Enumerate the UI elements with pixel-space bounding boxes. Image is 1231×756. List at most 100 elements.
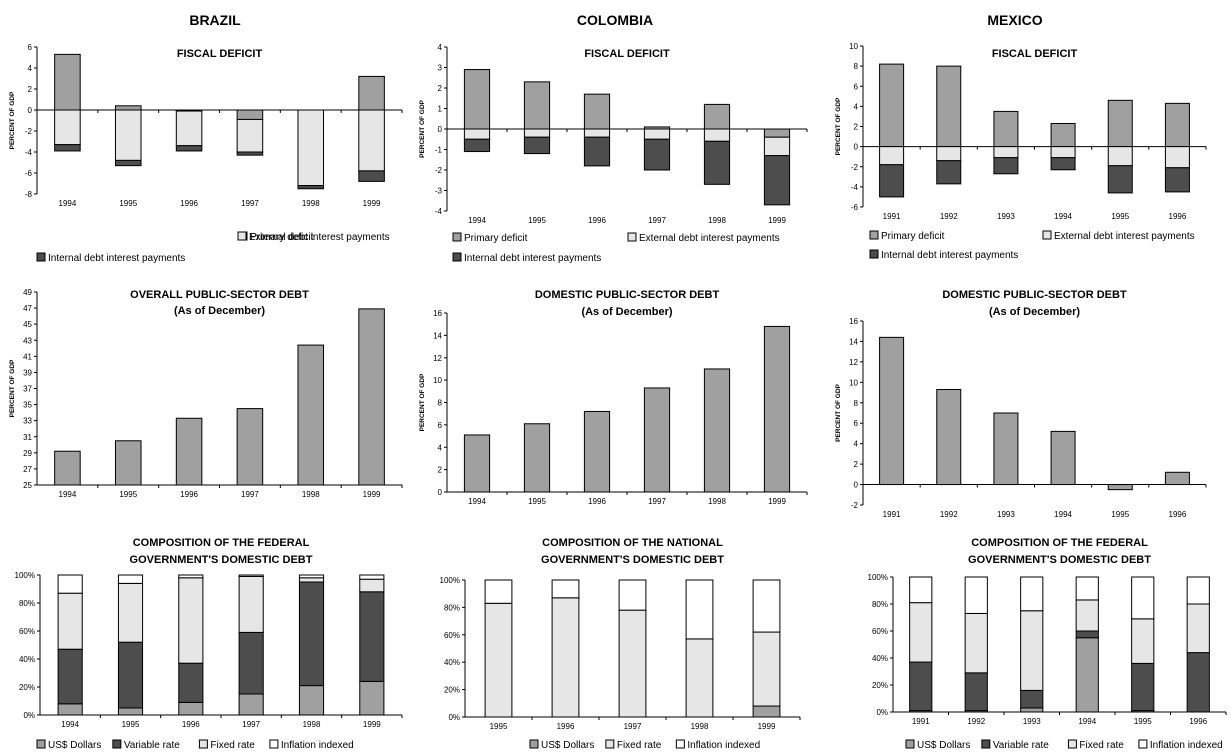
bar-debt bbox=[703, 368, 731, 493]
bar-external-interest bbox=[643, 128, 671, 140]
bar-debt bbox=[993, 412, 1019, 486]
y-tick-label: 2 bbox=[28, 85, 33, 94]
bar-debt bbox=[583, 410, 611, 493]
legend-swatch bbox=[869, 230, 879, 240]
bar-inflation-indexed bbox=[1020, 576, 1044, 612]
bar-fixed-rate bbox=[1075, 599, 1099, 632]
y-tick-label: 4 bbox=[854, 102, 859, 111]
x-tick-label: 1995 bbox=[528, 497, 546, 506]
y-tick-label: 1 bbox=[438, 105, 443, 114]
y-tick-label: 2 bbox=[854, 123, 859, 132]
y-tick-label: -4 bbox=[435, 207, 443, 216]
legend-swatch bbox=[269, 739, 279, 749]
bar-inflation-indexed bbox=[484, 579, 513, 604]
bar-inflation-indexed bbox=[298, 574, 325, 579]
country-title-colombia: COLOMBIA bbox=[576, 12, 654, 28]
legend-label: Fixed rate bbox=[210, 740, 255, 751]
y-tick-label: 4 bbox=[438, 443, 443, 452]
y-tick-label: 39 bbox=[23, 368, 32, 377]
legend-swatch bbox=[869, 249, 879, 259]
bar-primary-deficit bbox=[358, 75, 385, 111]
legend-label: Primary deficit bbox=[881, 231, 945, 242]
bar-variable-rate bbox=[1186, 652, 1210, 713]
legend-swatch bbox=[627, 232, 637, 242]
x-tick-label: 1999 bbox=[363, 490, 381, 499]
y-tick-label: 33 bbox=[23, 417, 32, 426]
legend-label: Variable rate bbox=[124, 740, 180, 751]
y-tick-label: -4 bbox=[851, 183, 859, 192]
y-tick-label: 10 bbox=[433, 376, 442, 385]
chart-co_comp: COMPOSITION OF THE NATIONAL GOVERNMENT'S … bbox=[440, 537, 801, 751]
y-tick-label: 49 bbox=[23, 288, 32, 297]
x-tick-label: 1995 bbox=[1111, 212, 1129, 221]
y-tick-label: 2 bbox=[438, 84, 443, 93]
bar-internal-interest bbox=[583, 136, 611, 167]
bar-primary-deficit bbox=[879, 63, 905, 148]
legend-swatch bbox=[36, 252, 46, 262]
y-tick-label: 2 bbox=[854, 460, 859, 469]
bar-fixed-rate bbox=[484, 602, 513, 718]
y-tick-label: -1 bbox=[435, 146, 443, 155]
bar-primary-deficit bbox=[703, 103, 731, 130]
bar-fixed-rate bbox=[298, 577, 325, 583]
x-tick-label: 1991 bbox=[883, 212, 901, 221]
y-tick-label: 0% bbox=[23, 711, 35, 720]
y-tick-label: 0 bbox=[854, 143, 859, 152]
x-tick-label: 1992 bbox=[967, 717, 985, 726]
x-tick-label: 1997 bbox=[648, 497, 666, 506]
bar-primary-deficit bbox=[936, 65, 962, 148]
legend-label: Variable rate bbox=[993, 740, 1049, 751]
y-tick-label: 27 bbox=[23, 465, 32, 474]
x-tick-label: 1996 bbox=[1169, 510, 1187, 519]
bar-external-interest bbox=[175, 110, 203, 147]
y-tick-label: 3 bbox=[438, 64, 443, 73]
chart-mx_debt: DOMESTIC PUBLIC-SECTOR DEBT (As of Decemb… bbox=[835, 289, 1207, 519]
bar-debt bbox=[54, 450, 81, 486]
y-tick-label: 0 bbox=[438, 488, 443, 497]
legend-swatch bbox=[605, 739, 615, 749]
chart-co_fiscal: FISCAL DEFICIT PERCENT OF GDP -4 -3 -2 -1 0 1 2 3… bbox=[419, 43, 808, 264]
bar-inflation-indexed bbox=[1186, 576, 1210, 605]
x-tick-label: 1992 bbox=[940, 212, 958, 221]
y-tick-label: 4 bbox=[438, 43, 443, 52]
y-tick-label: 40% bbox=[19, 655, 35, 664]
legend-label: Internal debt interest payments bbox=[48, 253, 185, 264]
chart-title: COMPOSITION OF THE FEDERAL bbox=[133, 537, 310, 549]
bar-us-dollars bbox=[752, 705, 781, 718]
y-tick-label: 25 bbox=[23, 481, 32, 490]
bar-external-interest bbox=[936, 146, 962, 162]
legend-label: US$ Dollars bbox=[48, 740, 101, 751]
bar-us-dollars bbox=[178, 701, 204, 716]
y-tick-label: 31 bbox=[23, 433, 32, 442]
legend-swatch bbox=[36, 739, 46, 749]
chart-subtitle: (As of December) bbox=[174, 305, 265, 317]
y-tick-label: -4 bbox=[25, 148, 33, 157]
chart-mx_comp: COMPOSITION OF THE FEDERAL GOVERNMENT'S D… bbox=[868, 537, 1227, 751]
y-tick-label: 0 bbox=[28, 106, 33, 115]
country-title-brazil: BRAZIL bbox=[189, 12, 241, 28]
bar-debt bbox=[1107, 484, 1133, 491]
y-tick-label: 100% bbox=[868, 573, 888, 582]
x-tick-label: 1994 bbox=[59, 490, 77, 499]
legend-label: US$ Dollars bbox=[917, 740, 970, 751]
x-tick-label: 1996 bbox=[557, 722, 575, 731]
chart-title: FISCAL DEFICIT bbox=[177, 48, 263, 60]
chart-title: COMPOSITION OF THE NATIONAL bbox=[542, 537, 723, 549]
legend-swatch bbox=[112, 739, 122, 749]
y-tick-label: 8 bbox=[438, 399, 443, 408]
y-tick-label: 6 bbox=[28, 43, 33, 52]
y-tick-label: 100% bbox=[440, 576, 460, 585]
y-axis-label: PERCENT OF GDP bbox=[835, 97, 842, 155]
bar-variable-rate bbox=[909, 661, 933, 712]
y-tick-label: -3 bbox=[435, 187, 443, 196]
bar-variable-rate bbox=[1075, 630, 1099, 639]
y-tick-label: 8 bbox=[854, 62, 859, 71]
y-tick-label: 35 bbox=[23, 401, 32, 410]
y-tick-label: 40% bbox=[872, 654, 888, 663]
bar-internal-interest bbox=[703, 140, 731, 185]
legend-label: External debt interest payments bbox=[639, 233, 780, 244]
legend-swatch bbox=[237, 231, 247, 241]
bar-variable-rate bbox=[1131, 662, 1155, 712]
y-tick-label: 41 bbox=[23, 352, 32, 361]
bar-internal-interest bbox=[463, 138, 491, 153]
